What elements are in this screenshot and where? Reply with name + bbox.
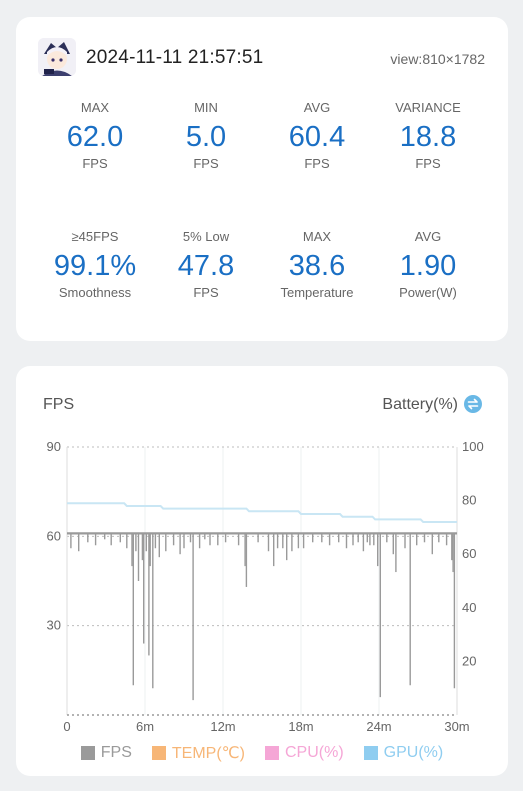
- stat-unit: FPS: [415, 156, 441, 171]
- y-left-tick-label: 60: [47, 528, 61, 543]
- stat-value: 5.0: [185, 121, 227, 153]
- fps-chart: 90 60 30 100 80 60 40 20 0 6m 12m 18m 24m 30m: [47, 439, 484, 734]
- y-right-tick-label: 100: [462, 439, 484, 454]
- stat-max-temperature: MAX 38.6 Temperature: [262, 228, 372, 301]
- y-left-tick-label: 30: [47, 618, 61, 633]
- stat-value: 60.4: [288, 121, 346, 153]
- stat-avg-fps: AVG 60.4 FPS: [262, 99, 372, 172]
- stat-label: 5% Low: [182, 229, 230, 244]
- y-right-tick-label: 20: [462, 653, 476, 668]
- stat-unit: Power(W): [399, 285, 457, 300]
- stat-label: AVG: [414, 229, 442, 244]
- x-tick-label: 6m: [136, 719, 154, 734]
- y-left-tick-label: 90: [47, 439, 61, 454]
- legend-label: TEMP(℃): [171, 745, 245, 762]
- stat-label: ≥45FPS: [71, 229, 119, 244]
- stats-card: 2024-11-11 21:57:51 view:810×1782 MAX 62…: [16, 17, 508, 341]
- chart-right-axis-title[interactable]: Battery(%): [382, 396, 458, 413]
- stat-max-fps: MAX 62.0 FPS: [40, 99, 150, 172]
- stat-value: 47.8: [177, 250, 235, 282]
- legend-swatch: [151, 746, 166, 760]
- legend-swatch: [264, 746, 279, 760]
- x-tick-label: 30m: [444, 719, 469, 734]
- x-tick-label: 18m: [288, 719, 313, 734]
- stat-value: 18.8: [399, 121, 457, 153]
- legend-item[interactable]: FPS: [80, 743, 132, 763]
- x-tick-label: 12m: [210, 719, 235, 734]
- legend-swatch: [363, 746, 378, 760]
- view-size: view:810×1782: [390, 51, 485, 67]
- legend-label: FPS: [100, 744, 132, 761]
- legend-item[interactable]: TEMP(℃): [151, 743, 245, 763]
- stat-value: 38.6: [288, 250, 346, 282]
- avatar-image: [38, 38, 76, 76]
- stat-variance: VARIANCE 18.8 FPS: [373, 99, 483, 172]
- chart-card: FPS Battery(%) 90 60 30 100 80 60 40 20 0 6m 12m 18…: [16, 366, 508, 776]
- stat-min-fps: MIN 5.0 FPS: [151, 99, 261, 172]
- legend-label: CPU(%): [284, 744, 344, 761]
- stat-label: AVG: [303, 100, 331, 115]
- swap-arrows-icon[interactable]: [464, 395, 482, 413]
- stat-5pct-low: 5% Low 47.8 FPS: [151, 228, 261, 301]
- stat-unit: Temperature: [280, 285, 354, 300]
- x-tick-label: 24m: [366, 719, 391, 734]
- stat-label: MAX: [80, 100, 110, 115]
- legend-item[interactable]: GPU(%): [363, 743, 444, 763]
- avatar: [38, 38, 76, 76]
- chart-left-axis-title: FPS: [43, 396, 75, 413]
- stat-unit: FPS: [193, 285, 219, 300]
- battery-line: [67, 502, 457, 523]
- legend-label: GPU(%): [383, 744, 444, 761]
- stat-unit: FPS: [193, 156, 219, 171]
- chart-legend: FPS TEMP(℃) CPU(%) GPU(%): [16, 743, 508, 763]
- stat-label: MAX: [302, 229, 332, 244]
- stat-unit: FPS: [304, 156, 330, 171]
- y-right-tick-label: 60: [462, 546, 476, 561]
- x-tick-label: 0: [63, 719, 70, 734]
- stat-value: 1.90: [399, 250, 457, 282]
- stat-avg-power: AVG 1.90 Power(W): [373, 228, 483, 301]
- stat-unit: Smoothness: [58, 285, 132, 300]
- y-right-tick-label: 40: [462, 600, 476, 615]
- stat-smoothness: ≥45FPS 99.1% Smoothness: [40, 228, 150, 301]
- legend-swatch: [80, 746, 95, 760]
- stat-label: VARIANCE: [395, 100, 461, 115]
- stat-value: 99.1%: [53, 250, 137, 282]
- session-timestamp: 2024-11-11 21:57:51: [86, 47, 264, 68]
- stat-value: 62.0: [66, 121, 124, 153]
- legend-item[interactable]: CPU(%): [264, 743, 344, 763]
- stat-label: MIN: [194, 100, 218, 115]
- y-right-tick-label: 80: [462, 493, 476, 508]
- stat-unit: FPS: [82, 156, 108, 171]
